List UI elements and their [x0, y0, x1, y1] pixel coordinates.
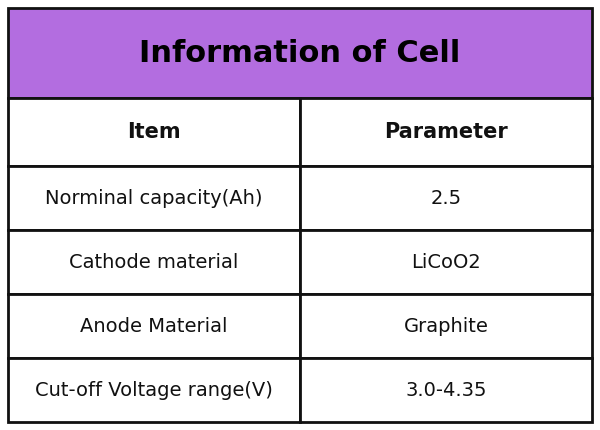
Bar — [8, 8, 592, 98]
Text: Cathode material: Cathode material — [70, 252, 239, 271]
Bar — [300, 230, 592, 294]
Bar — [8, 294, 300, 358]
Text: Norminal capacity(Ah): Norminal capacity(Ah) — [45, 188, 263, 208]
Text: 3.0-4.35: 3.0-4.35 — [405, 381, 487, 399]
Bar — [300, 98, 592, 166]
Bar — [8, 166, 300, 230]
Bar — [8, 230, 300, 294]
Text: Cut-off Voltage range(V): Cut-off Voltage range(V) — [35, 381, 273, 399]
Bar — [300, 358, 592, 422]
Bar — [300, 166, 592, 230]
Text: LiCoO2: LiCoO2 — [411, 252, 481, 271]
Text: Parameter: Parameter — [384, 122, 508, 142]
Bar — [8, 98, 300, 166]
Bar — [8, 358, 300, 422]
Text: 2.5: 2.5 — [430, 188, 461, 208]
Bar — [300, 294, 592, 358]
Text: Anode Material: Anode Material — [80, 316, 228, 335]
Text: Item: Item — [127, 122, 181, 142]
Text: Information of Cell: Information of Cell — [139, 39, 461, 68]
Text: Graphite: Graphite — [404, 316, 488, 335]
